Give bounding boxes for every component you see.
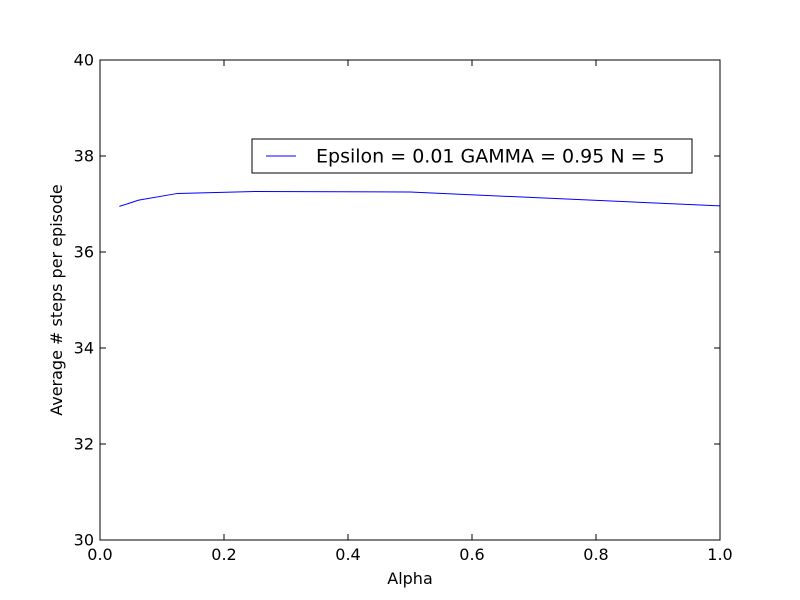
y-axis-label: Average # steps per episode — [47, 184, 66, 416]
x-tick-label-5: 1.0 — [707, 545, 732, 564]
series-layer — [119, 191, 721, 207]
x-tick-label-2: 0.4 — [335, 545, 360, 564]
series-line-0 — [119, 191, 721, 207]
legend-box — [251, 138, 693, 174]
legend: Epsilon = 0.01 GAMMA = 0.95 N = 5 — [251, 138, 693, 174]
legend-label: Epsilon = 0.01 GAMMA = 0.95 N = 5 — [316, 146, 665, 168]
y-tick-label-1: 32 — [74, 435, 94, 454]
ticks-layer: 0.0 0.2 0.4 0.6 0.8 1.0 30 32 34 36 38 40 — [74, 51, 733, 565]
x-tick-label-0: 0.0 — [87, 545, 112, 564]
x-tick-label-1: 0.2 — [211, 545, 236, 564]
x-axis-label: Alpha — [387, 569, 433, 588]
y-tick-label-5: 40 — [74, 51, 94, 70]
y-tick-label-4: 38 — [74, 147, 94, 166]
plot-frame — [99, 59, 721, 541]
x-tick-label-3: 0.6 — [459, 545, 484, 564]
x-tick-label-4: 0.8 — [583, 545, 608, 564]
y-tick-label-0: 30 — [74, 531, 94, 550]
y-tick-label-3: 36 — [74, 243, 94, 262]
y-tick-label-2: 34 — [74, 339, 94, 358]
